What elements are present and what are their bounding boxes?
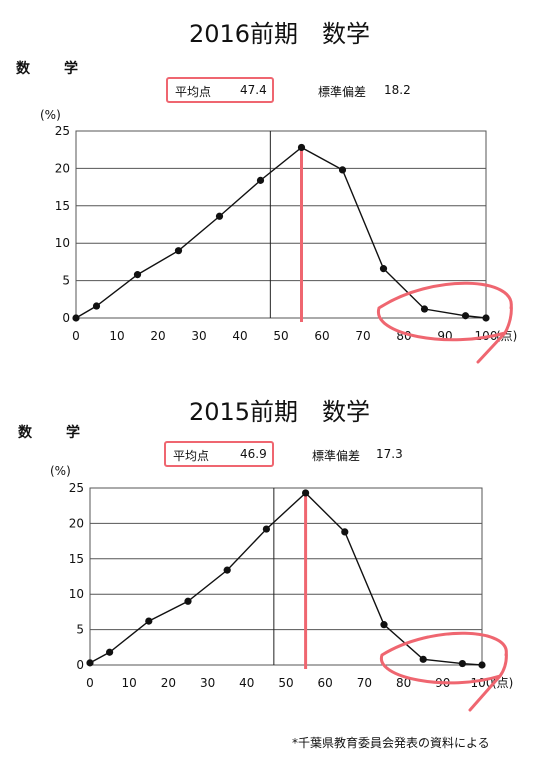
chart1-ytick-label: 15 [55,199,70,213]
chart2-ytick-label: 15 [69,552,84,566]
chart2-xtick-label: 0 [86,676,94,690]
chart1-xtick-label: 0 [72,329,80,343]
source-footnote: *千葉県教育委員会発表の資料による [292,736,490,750]
chart1-plot-frame [75,130,487,319]
chart2-xtick-label: 40 [239,676,254,690]
chart2-tail-annotation-hook [468,674,502,712]
chart2-data-point [302,489,310,497]
chart1-sd-label: 標準偏差 [318,85,367,99]
chart2-xtick-label: 30 [200,676,215,690]
chart2-mean-box [164,441,274,467]
chart2-data-point [184,597,192,605]
chart1-ytick-label: 0 [62,311,70,325]
chart2-xtick-label: 80 [396,676,411,690]
chart1-peak-highlight-bar [300,147,303,322]
chart1-series-line [75,146,487,319]
chart1-subject: 数 学 [16,61,88,77]
chart1-ytick-label: 5 [62,274,70,288]
chart1-mean-box [166,77,274,103]
chart2-mean-label: 平均点 [173,449,210,463]
chart2-data-point [380,621,388,629]
chart1-xtick-label: 50 [273,329,288,343]
chart2-ytick-label: 20 [69,516,84,530]
chart1-xtick-label: 60 [314,329,329,343]
chart1-data-point [72,314,80,322]
chart1-tail-annotation-oval [377,281,513,342]
chart2-data-point [86,659,94,667]
chart2-sd-value: 17.3 [376,447,403,461]
chart2-data-point [106,648,114,656]
chart1-xtick-label: 70 [355,329,370,343]
chart1-xtick-label: 40 [232,329,247,343]
chart2-data-point [223,566,231,574]
chart2-title: 2015前期 数学 [188,398,371,426]
chart1-ytick-label: 20 [55,161,70,175]
chart1-data-point [482,314,490,322]
chart1-xtick-label: 30 [191,329,206,343]
chart1-ytick-label: 10 [55,236,70,250]
chart2-plot-frame [89,487,483,666]
chart2-ytick-label: 25 [69,481,84,495]
chart1-title: 2016前期 数学 [188,20,371,48]
chart1-data-point [379,265,388,273]
chart1-data-point [256,176,265,184]
chart2-data-point [419,655,427,663]
chart1-data-point [338,166,347,174]
chart1-tail-annotation-hook [476,331,507,364]
chart2-data-point [341,528,349,536]
chart2-mean-value: 46.9 [240,447,267,461]
chart2-xtick-label: 50 [278,676,293,690]
chart1-data-point [420,305,429,313]
chart2-subject: 数 学 [18,425,90,441]
chart1-data-point [297,143,306,152]
chart1-xtick-label: 20 [150,329,165,343]
chart2-data-point [262,525,270,533]
chart1-ylabel: (%) [40,108,61,122]
chart1-xtick-label: 10 [109,329,124,343]
chart2-ytick-label: 0 [76,658,84,672]
chart2-data-point [145,617,153,625]
chart1-ytick-label: 25 [55,124,70,138]
chart2-xtick-label: 60 [318,676,333,690]
chart1-mean-value: 47.4 [240,83,267,97]
chart1-sd-value: 18.2 [384,83,411,97]
chart2-data-point [478,661,486,669]
chart1-data-point [133,271,142,279]
chart2-tail-annotation-oval [380,631,508,685]
chart2-peak-highlight-bar [304,492,308,669]
chart1-mean-label: 平均点 [175,85,212,99]
chart2-xtick-label: 10 [122,676,137,690]
chart2-ytick-label: 10 [69,587,84,601]
chart2-xtick-label: 20 [161,676,176,690]
chart2-series-line [89,491,483,666]
chart2-data-point [458,659,466,668]
chart1-data-point [461,312,470,320]
chart1-data-point [174,247,183,255]
chart2-ytick-label: 5 [76,623,84,637]
chart2-xtick-label: 70 [357,676,372,690]
chart1-data-point [215,212,224,220]
chart1-data-point [92,302,101,310]
chart2-sd-label: 標準偏差 [312,449,361,463]
chart2-ylabel: (%) [50,464,71,478]
